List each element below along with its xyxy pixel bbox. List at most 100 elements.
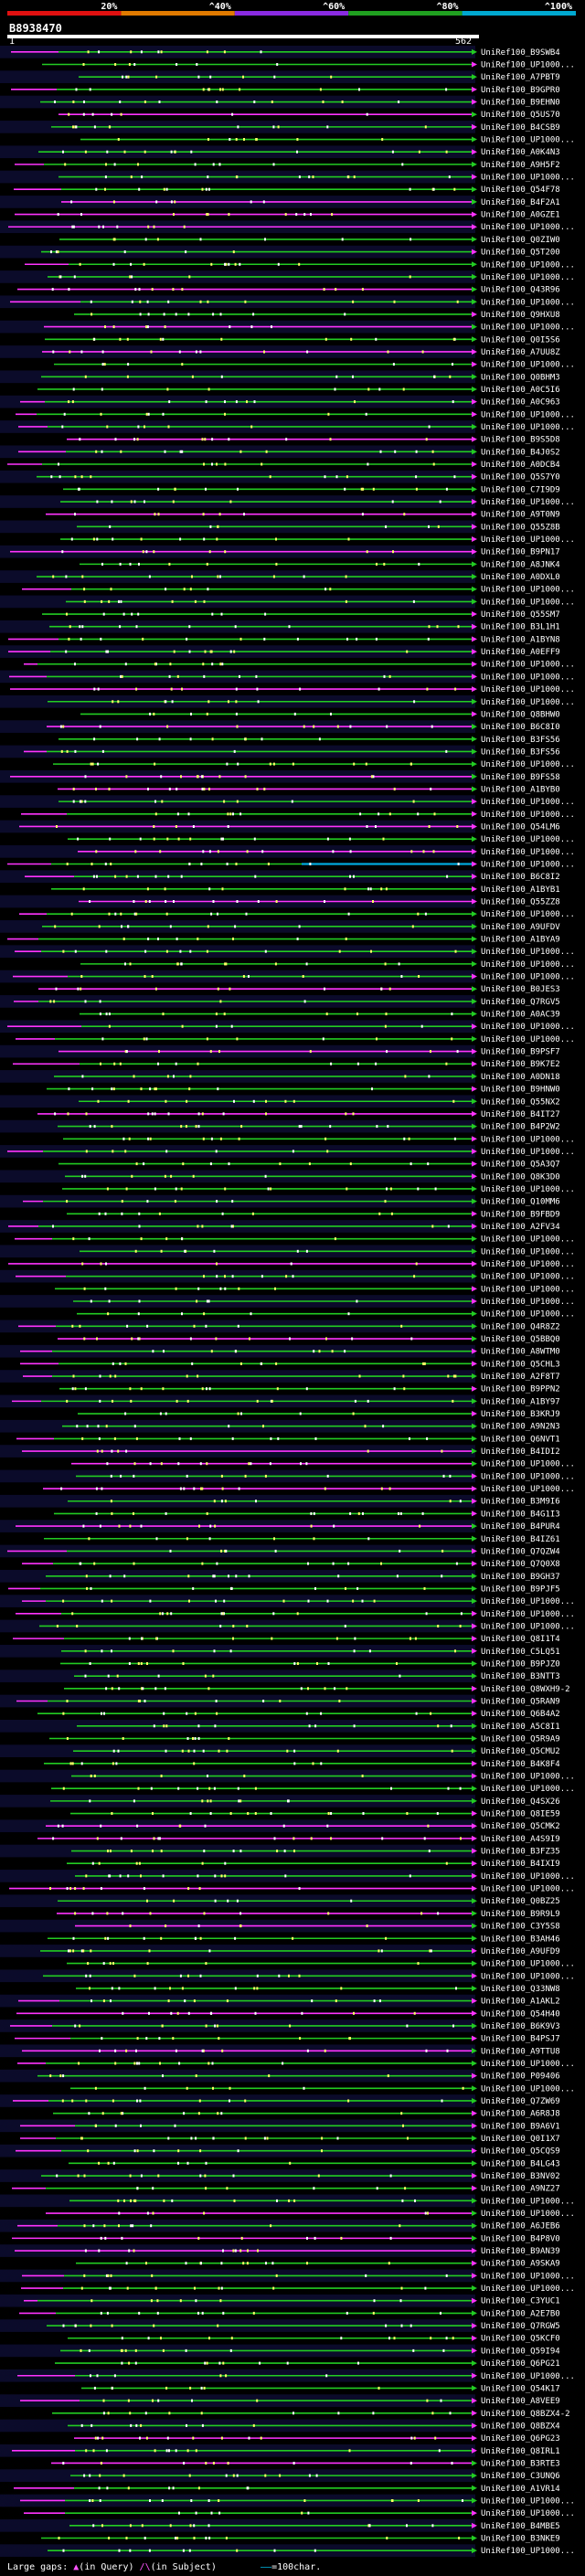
hit-label[interactable]: UniRef100_A1BY97	[481, 1397, 560, 1406]
hit-label[interactable]: UniRef100_Q0I1X7	[481, 2135, 560, 2144]
hit-label[interactable]: UniRef100_A1AKL2	[481, 1998, 560, 2007]
hit-label[interactable]: UniRef100_Q4SX26	[481, 1797, 560, 1807]
hit-label[interactable]: UniRef100_Q8BHW0	[481, 710, 560, 719]
hit-label[interactable]: UniRef100_B9PPN2	[481, 1385, 560, 1394]
hit-label[interactable]: UniRef100_Q5CMK2	[481, 1822, 560, 1831]
hit-label[interactable]: UniRef100_B9S5D8	[481, 436, 560, 445]
hit-label[interactable]: UniRef100_Q5BBQ0	[481, 1335, 560, 1344]
hit-label[interactable]: UniRef100_UP1000...	[481, 1235, 575, 1245]
hit-label[interactable]: UniRef100_B3KRJ9	[481, 1410, 560, 1419]
hit-label[interactable]: UniRef100_UP1000...	[481, 298, 575, 307]
hit-label[interactable]: UniRef100_Q0BZ25	[481, 1897, 560, 1906]
hit-label[interactable]: UniRef100_Q55ZZ8	[481, 898, 560, 907]
hit-label[interactable]: UniRef100_B9SWB4	[481, 48, 560, 58]
hit-label[interactable]: UniRef100_Q10MM6	[481, 1198, 560, 1207]
hit-label[interactable]: UniRef100_UP1000...	[481, 2210, 575, 2219]
hit-label[interactable]: UniRef100_B3RTE3	[481, 2459, 560, 2468]
hit-label[interactable]: UniRef100_A0DN18	[481, 1073, 560, 1082]
hit-label[interactable]: UniRef100_A2F8T7	[481, 1373, 560, 1382]
hit-label[interactable]: UniRef100_Q55SM7	[481, 610, 560, 620]
hit-label[interactable]: UniRef100_B4G1I3	[481, 1510, 560, 1519]
hit-label[interactable]: UniRef100_Q0I5S6	[481, 335, 560, 345]
hit-label[interactable]: UniRef100_B4IT27	[481, 1110, 560, 1119]
hit-label[interactable]: UniRef100_C3Y5S8	[481, 1923, 560, 1932]
hit-label[interactable]: UniRef100_Q0BHM3	[481, 373, 560, 382]
hit-label[interactable]: UniRef100_UP1000...	[481, 598, 575, 607]
hit-label[interactable]: UniRef100_B3NTT3	[481, 1672, 560, 1681]
hit-label[interactable]: UniRef100_UP1000...	[481, 685, 575, 694]
hit-label[interactable]: UniRef100_Q33NW8	[481, 1985, 560, 1994]
hit-label[interactable]: UniRef100_Q7RGW5	[481, 2322, 560, 2331]
hit-label[interactable]: UniRef100_UP1000...	[481, 1472, 575, 1481]
hit-label[interactable]: UniRef100_UP1000...	[481, 1185, 575, 1194]
hit-label[interactable]: UniRef100_UP1000...	[481, 798, 575, 807]
hit-label[interactable]: UniRef100_A0GZE1	[481, 211, 560, 220]
hit-label[interactable]: UniRef100_UP1000...	[481, 2496, 575, 2506]
hit-label[interactable]: UniRef100_Q54K17	[481, 2384, 560, 2393]
hit-label[interactable]: UniRef100_UP1000...	[481, 61, 575, 70]
hit-label[interactable]: UniRef100_Q4R8Z2	[481, 1322, 560, 1331]
hit-label[interactable]: UniRef100_A1BYN8	[481, 635, 560, 644]
hit-label[interactable]: UniRef100_UP1000...	[481, 673, 575, 682]
hit-label[interactable]: UniRef100_UP1000...	[481, 1460, 575, 1469]
hit-label[interactable]: UniRef100_Q8IRL1	[481, 2447, 560, 2456]
hit-label[interactable]: UniRef100_B3FZ35	[481, 1848, 560, 1857]
hit-label[interactable]: UniRef100_UP1000...	[481, 260, 575, 270]
hit-label[interactable]: UniRef100_UP1000...	[481, 1035, 575, 1044]
hit-label[interactable]: UniRef100_UP1000...	[481, 2197, 575, 2206]
hit-label[interactable]: UniRef100_UP1000...	[481, 1785, 575, 1794]
hit-label[interactable]: UniRef100_UP1000...	[481, 1885, 575, 1894]
hit-label[interactable]: UniRef100_A0AC39	[481, 1011, 560, 1020]
hit-label[interactable]: UniRef100_B3NV02	[481, 2172, 560, 2181]
hit-label[interactable]: UniRef100_B9GH37	[481, 1573, 560, 1582]
hit-label[interactable]: UniRef100_B3NKE9	[481, 2534, 560, 2543]
hit-label[interactable]: UniRef100_C7I9D9	[481, 485, 560, 494]
hit-label[interactable]: UniRef100_A8WTM0	[481, 1348, 560, 1357]
hit-label[interactable]: UniRef100_UP1000...	[481, 1872, 575, 1882]
hit-label[interactable]: UniRef100_UP1000...	[481, 2547, 575, 2556]
hit-label[interactable]: UniRef100_Q5A3Q7	[481, 1161, 560, 1170]
hit-label[interactable]: UniRef100_Q7ZW69	[481, 2097, 560, 2106]
hit-label[interactable]: UniRef100_UP1000...	[481, 1298, 575, 1307]
hit-label[interactable]: UniRef100_A0K4N3	[481, 148, 560, 157]
hit-label[interactable]: UniRef100_Q5CHL3	[481, 1360, 560, 1369]
hit-label[interactable]: UniRef100_A0DCB4	[481, 461, 560, 470]
hit-label[interactable]: UniRef100_B9R9L9	[481, 1910, 560, 1919]
hit-label[interactable]: UniRef100_A6JEB6	[481, 2222, 560, 2231]
hit-label[interactable]: UniRef100_Q8BZX4	[481, 2422, 560, 2431]
hit-label[interactable]: UniRef100_A1BYA9	[481, 936, 560, 945]
hit-label[interactable]: UniRef100_Q55Z8B	[481, 523, 560, 532]
hit-label[interactable]: UniRef100_UP1000...	[481, 2372, 575, 2381]
hit-label[interactable]: UniRef100_UP1000...	[481, 586, 575, 595]
hit-label[interactable]: UniRef100_A7PBT9	[481, 73, 560, 82]
hit-label[interactable]: UniRef100_B4P2W2	[481, 1123, 560, 1132]
hit-label[interactable]: UniRef100_UP1000...	[481, 535, 575, 545]
hit-label[interactable]: UniRef100_UP1000...	[481, 1597, 575, 1606]
hit-label[interactable]: UniRef100_B4IDI2	[481, 1447, 560, 1457]
hit-label[interactable]: UniRef100_B3FS56	[481, 736, 560, 745]
hit-label[interactable]: UniRef100_B4IXI9	[481, 1860, 560, 1869]
hit-label[interactable]: UniRef100_C3YUC1	[481, 2297, 560, 2306]
hit-label[interactable]: UniRef100_UP1000...	[481, 1260, 575, 1269]
hit-label[interactable]: UniRef100_A1VR14	[481, 2485, 560, 2494]
hit-label[interactable]: UniRef100_Q5R9A9	[481, 1735, 560, 1744]
hit-label[interactable]: UniRef100_A8VEE9	[481, 2397, 560, 2406]
hit-label[interactable]: UniRef100_Q6PG23	[481, 2434, 560, 2443]
hit-label[interactable]: UniRef100_B9PSF7	[481, 1048, 560, 1057]
hit-label[interactable]: UniRef100_UP1000...	[481, 323, 575, 333]
hit-label[interactable]: UniRef100_Q7QZW4	[481, 1547, 560, 1556]
hit-label[interactable]: UniRef100_A7UU8Z	[481, 348, 560, 357]
hit-label[interactable]: UniRef100_Q59I94	[481, 2347, 560, 2356]
hit-label[interactable]: UniRef100_Q6PG21	[481, 2359, 560, 2369]
hit-label[interactable]: UniRef100_Q8BZX4-2	[481, 2410, 570, 2419]
hit-label[interactable]: UniRef100_B9HNW0	[481, 1086, 560, 1095]
hit-label[interactable]: UniRef100_Q5CQS9	[481, 2147, 560, 2157]
hit-label[interactable]: UniRef100_B9A6V1	[481, 2122, 560, 2131]
hit-label[interactable]: UniRef100_Q54LM6	[481, 822, 560, 832]
hit-label[interactable]: UniRef100_Q8I1T4	[481, 1635, 560, 1644]
hit-label[interactable]: UniRef100_UP1000...	[481, 136, 575, 145]
hit-label[interactable]: UniRef100_UP1000...	[481, 1960, 575, 1969]
hit-label[interactable]: UniRef100_UP1000...	[481, 2509, 575, 2518]
hit-label[interactable]: UniRef100_B4MBE5	[481, 2522, 560, 2531]
hit-label[interactable]: UniRef100_UP1000...	[481, 1485, 575, 1494]
